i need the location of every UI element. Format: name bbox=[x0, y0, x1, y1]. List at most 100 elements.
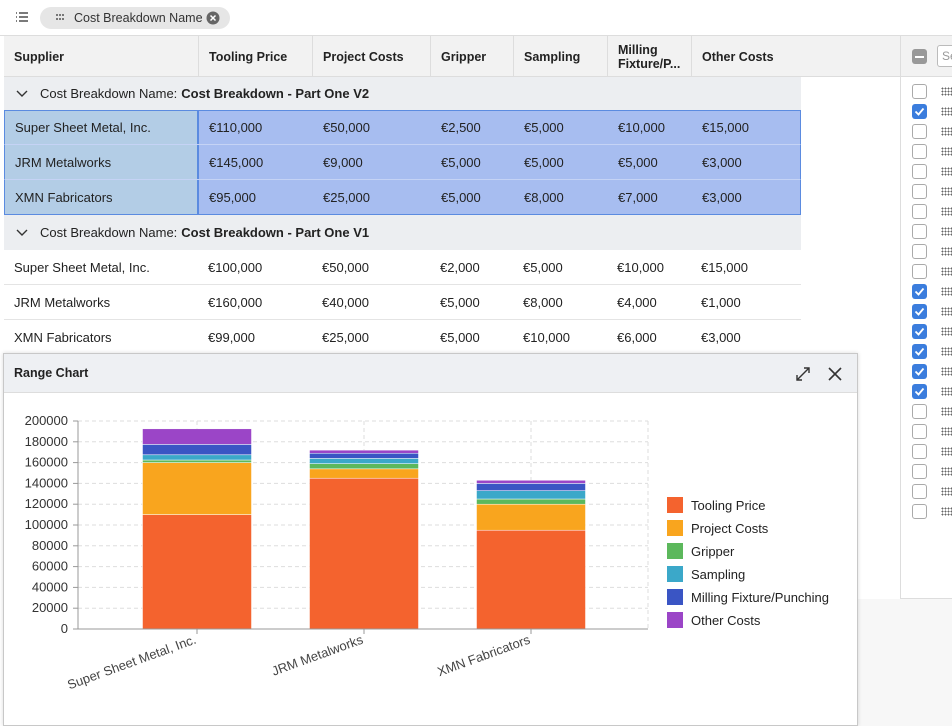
row-checkbox[interactable] bbox=[912, 244, 927, 259]
drag-handle bbox=[941, 447, 952, 456]
data-row[interactable]: Super Sheet Metal, Inc. €100,000 €50,000 €2… bbox=[4, 250, 801, 285]
grid-cell: €5,000 bbox=[441, 154, 481, 170]
grid-cell: €3,000 bbox=[702, 154, 742, 170]
grid-cell: JRM Metalworks bbox=[5, 145, 199, 179]
drag-handle bbox=[941, 347, 952, 356]
grid-cell: €25,000 bbox=[322, 329, 369, 345]
grid-cell: €40,000 bbox=[322, 294, 369, 310]
grid-cell: Super Sheet Metal, Inc. bbox=[14, 259, 150, 275]
grid-cell: XMN Fabricators bbox=[5, 180, 199, 214]
column-header[interactable]: Milling Fixture/P... bbox=[607, 36, 685, 77]
group-row[interactable]: Cost Breakdown Name: Cost Breakdown - Par… bbox=[4, 215, 801, 250]
grid-cell: €6,000 bbox=[617, 329, 657, 345]
row-checkbox[interactable] bbox=[912, 284, 927, 299]
grid-cell: €3,000 bbox=[702, 189, 742, 205]
drag-handle bbox=[941, 207, 952, 216]
drag-handle bbox=[941, 407, 952, 416]
row-checkbox[interactable] bbox=[912, 484, 927, 499]
row-checkbox[interactable] bbox=[912, 184, 927, 199]
grid-cell: €7,000 bbox=[618, 189, 658, 205]
grid-cell: €5,000 bbox=[523, 259, 563, 275]
grid-cell: €10,000 bbox=[523, 329, 570, 345]
column-header[interactable]: Sampling bbox=[513, 36, 607, 77]
drag-handle bbox=[941, 247, 952, 256]
close-button[interactable] bbox=[826, 365, 844, 383]
row-checkbox[interactable] bbox=[912, 324, 927, 339]
grid-cell: €99,000 bbox=[208, 329, 255, 345]
row-checkbox[interactable] bbox=[912, 364, 927, 379]
row-checkbox[interactable] bbox=[912, 504, 927, 519]
group-chip[interactable]: Cost Breakdown Name bbox=[40, 7, 230, 29]
drag-handle bbox=[941, 367, 952, 376]
drag-handle bbox=[941, 467, 952, 476]
drag-handle bbox=[941, 487, 952, 496]
grid: Supplier Tooling Price Project Costs Grippe… bbox=[4, 36, 801, 356]
row-checkbox[interactable] bbox=[912, 384, 927, 399]
column-header[interactable]: Tooling Price bbox=[198, 36, 312, 77]
menu-icon[interactable] bbox=[15, 11, 29, 25]
row-checkbox[interactable] bbox=[912, 164, 927, 179]
group-toggle[interactable] bbox=[4, 227, 40, 239]
column-header[interactable]: Project Costs bbox=[312, 36, 430, 77]
grid-cell: €95,000 bbox=[209, 189, 256, 205]
chart-panel: Range Chart bbox=[3, 353, 858, 726]
row-checkbox[interactable] bbox=[912, 464, 927, 479]
grid-cell: €100,000 bbox=[208, 259, 263, 275]
data-row[interactable]: XMN Fabricators €99,000 €25,000 €5,000 €10,0… bbox=[4, 320, 801, 355]
grid-cell: €10,000 bbox=[617, 259, 664, 275]
drag-handle bbox=[941, 127, 952, 136]
group-name: Cost Breakdown - Part One V1 bbox=[181, 225, 370, 240]
expand-button[interactable] bbox=[794, 365, 812, 383]
column-header[interactable]: Supplier bbox=[14, 49, 65, 64]
grid-cell: €50,000 bbox=[323, 119, 370, 135]
group-label: Cost Breakdown Name: bbox=[40, 225, 178, 240]
grid-cell: €160,000 bbox=[208, 294, 263, 310]
row-checkbox[interactable] bbox=[912, 264, 927, 279]
drag-handle bbox=[941, 87, 952, 96]
row-checkbox[interactable] bbox=[912, 224, 927, 239]
grid-cell: JRM Metalworks bbox=[14, 294, 111, 310]
grid-cell: €5,000 bbox=[524, 154, 564, 170]
data-row[interactable]: XMN Fabricators €95,000 €25,000 €5,000 €8,00… bbox=[4, 180, 801, 215]
check-mark bbox=[914, 287, 925, 296]
column-header[interactable]: Other Costs bbox=[691, 36, 801, 77]
drag-handle bbox=[941, 187, 952, 196]
search-input[interactable]: Se bbox=[937, 45, 952, 67]
drag-handle bbox=[941, 387, 952, 396]
data-row[interactable]: JRM Metalworks €145,000 €9,000 €5,000 €5,000… bbox=[4, 145, 801, 180]
group-row[interactable]: Cost Breakdown Name: Cost Breakdown - Par… bbox=[4, 77, 801, 110]
toolbar: Cost Breakdown Name bbox=[0, 0, 952, 36]
data-row[interactable]: Super Sheet Metal, Inc. €110,000 €50,000 €2… bbox=[4, 110, 801, 145]
row-checkbox[interactable] bbox=[912, 104, 927, 119]
row-checkbox[interactable] bbox=[912, 424, 927, 439]
select-all-checkbox[interactable] bbox=[912, 49, 927, 64]
check-mark bbox=[914, 307, 925, 316]
row-checkbox[interactable] bbox=[912, 344, 927, 359]
chart-panel-header: Range Chart bbox=[4, 354, 857, 393]
row-checkbox[interactable] bbox=[912, 304, 927, 319]
row-checkbox[interactable] bbox=[912, 404, 927, 419]
check-mark bbox=[914, 367, 925, 376]
row-checkbox[interactable] bbox=[912, 444, 927, 459]
drag-handle bbox=[941, 507, 952, 516]
grid-cell: €8,000 bbox=[524, 189, 564, 205]
group-toggle[interactable] bbox=[4, 88, 40, 100]
grid-cell: €1,000 bbox=[701, 294, 741, 310]
column-header[interactable]: Gripper bbox=[430, 36, 513, 77]
drag-handle bbox=[941, 227, 952, 236]
data-row[interactable]: JRM Metalworks €160,000 €40,000 €5,000 €8,00… bbox=[4, 285, 801, 320]
row-checkbox[interactable] bbox=[912, 204, 927, 219]
grid-cell: €2,000 bbox=[440, 259, 480, 275]
chip-remove[interactable] bbox=[206, 11, 220, 25]
row-checkbox[interactable] bbox=[912, 84, 927, 99]
grid-cell: €5,000 bbox=[618, 154, 658, 170]
check-mark bbox=[914, 387, 925, 396]
drag-handle bbox=[941, 327, 952, 336]
row-checkbox[interactable] bbox=[912, 144, 927, 159]
grid-header: Supplier Tooling Price Project Costs Grippe… bbox=[4, 36, 801, 77]
grid-cell: €4,000 bbox=[617, 294, 657, 310]
group-name: Cost Breakdown - Part One V2 bbox=[181, 86, 370, 101]
drag-handle bbox=[941, 167, 952, 176]
row-checkbox[interactable] bbox=[912, 124, 927, 139]
